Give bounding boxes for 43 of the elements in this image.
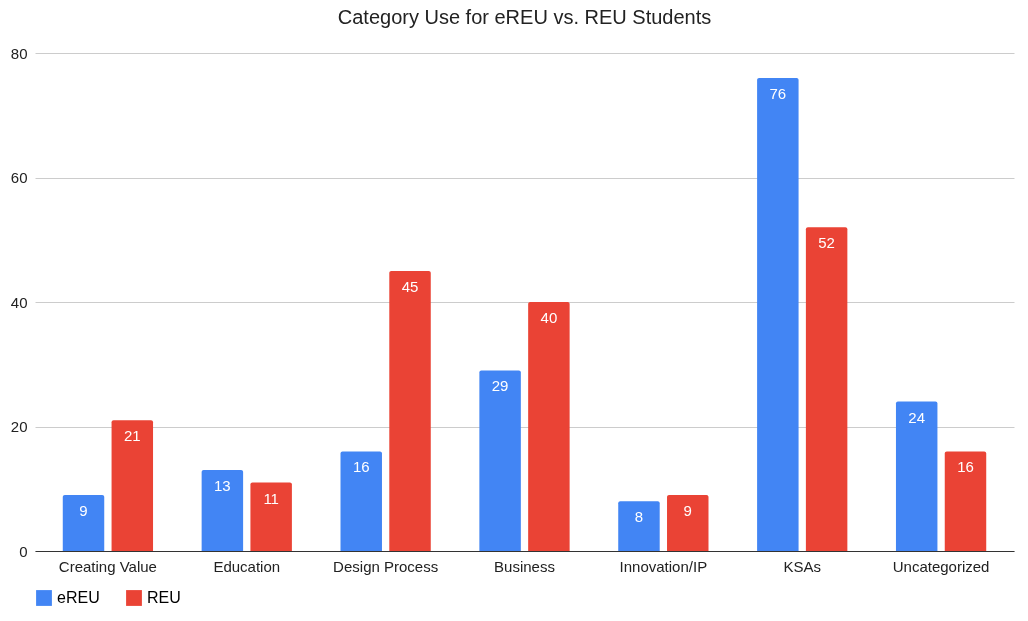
data-label: 16	[352, 458, 370, 476]
bar	[618, 501, 660, 551]
data-label: 76	[769, 84, 787, 102]
y-tick-label: 80	[10, 44, 28, 62]
y-tick-label: 60	[10, 169, 28, 186]
data-label: 9	[683, 501, 692, 519]
chart-title: Category Use for eREU vs. REU Students	[337, 6, 712, 28]
bar	[895, 401, 938, 551]
data-label: 29	[491, 377, 509, 395]
y-tick-label: 20	[10, 418, 28, 435]
legend-label: REU	[147, 589, 181, 606]
legend-label: eREU	[57, 589, 100, 606]
bar	[528, 302, 570, 551]
x-tick-label: KSAs	[783, 557, 821, 575]
x-tick-label: Creating Value	[58, 557, 157, 575]
bar	[62, 494, 105, 551]
data-label: 24	[908, 408, 926, 426]
x-tick-label: Innovation/IP	[619, 557, 708, 575]
data-label: 21	[123, 427, 141, 445]
data-label: 9	[79, 501, 88, 519]
x-tick-label: Uncategorized	[892, 557, 990, 575]
data-label: 16	[957, 458, 974, 476]
data-label: 40	[540, 309, 558, 326]
bar	[479, 370, 521, 551]
x-tick-label: Education	[213, 557, 281, 575]
x-tick-label: Business	[494, 557, 555, 575]
bar	[667, 494, 709, 551]
y-tick-label: 0	[19, 542, 28, 560]
x-tick-label: Design Process	[333, 557, 439, 575]
data-label: 45	[401, 277, 419, 295]
bar	[201, 470, 244, 551]
data-label: 8	[634, 508, 644, 526]
data-label: 13	[214, 477, 231, 495]
data-label: 11	[263, 489, 279, 507]
bar	[805, 227, 848, 551]
bar	[111, 420, 154, 551]
bar	[250, 482, 292, 551]
bar	[389, 270, 431, 551]
data-label: 52	[818, 234, 835, 252]
bar	[757, 77, 799, 551]
bar	[944, 451, 987, 551]
y-tick-label: 40	[10, 293, 28, 311]
bar	[340, 451, 382, 551]
